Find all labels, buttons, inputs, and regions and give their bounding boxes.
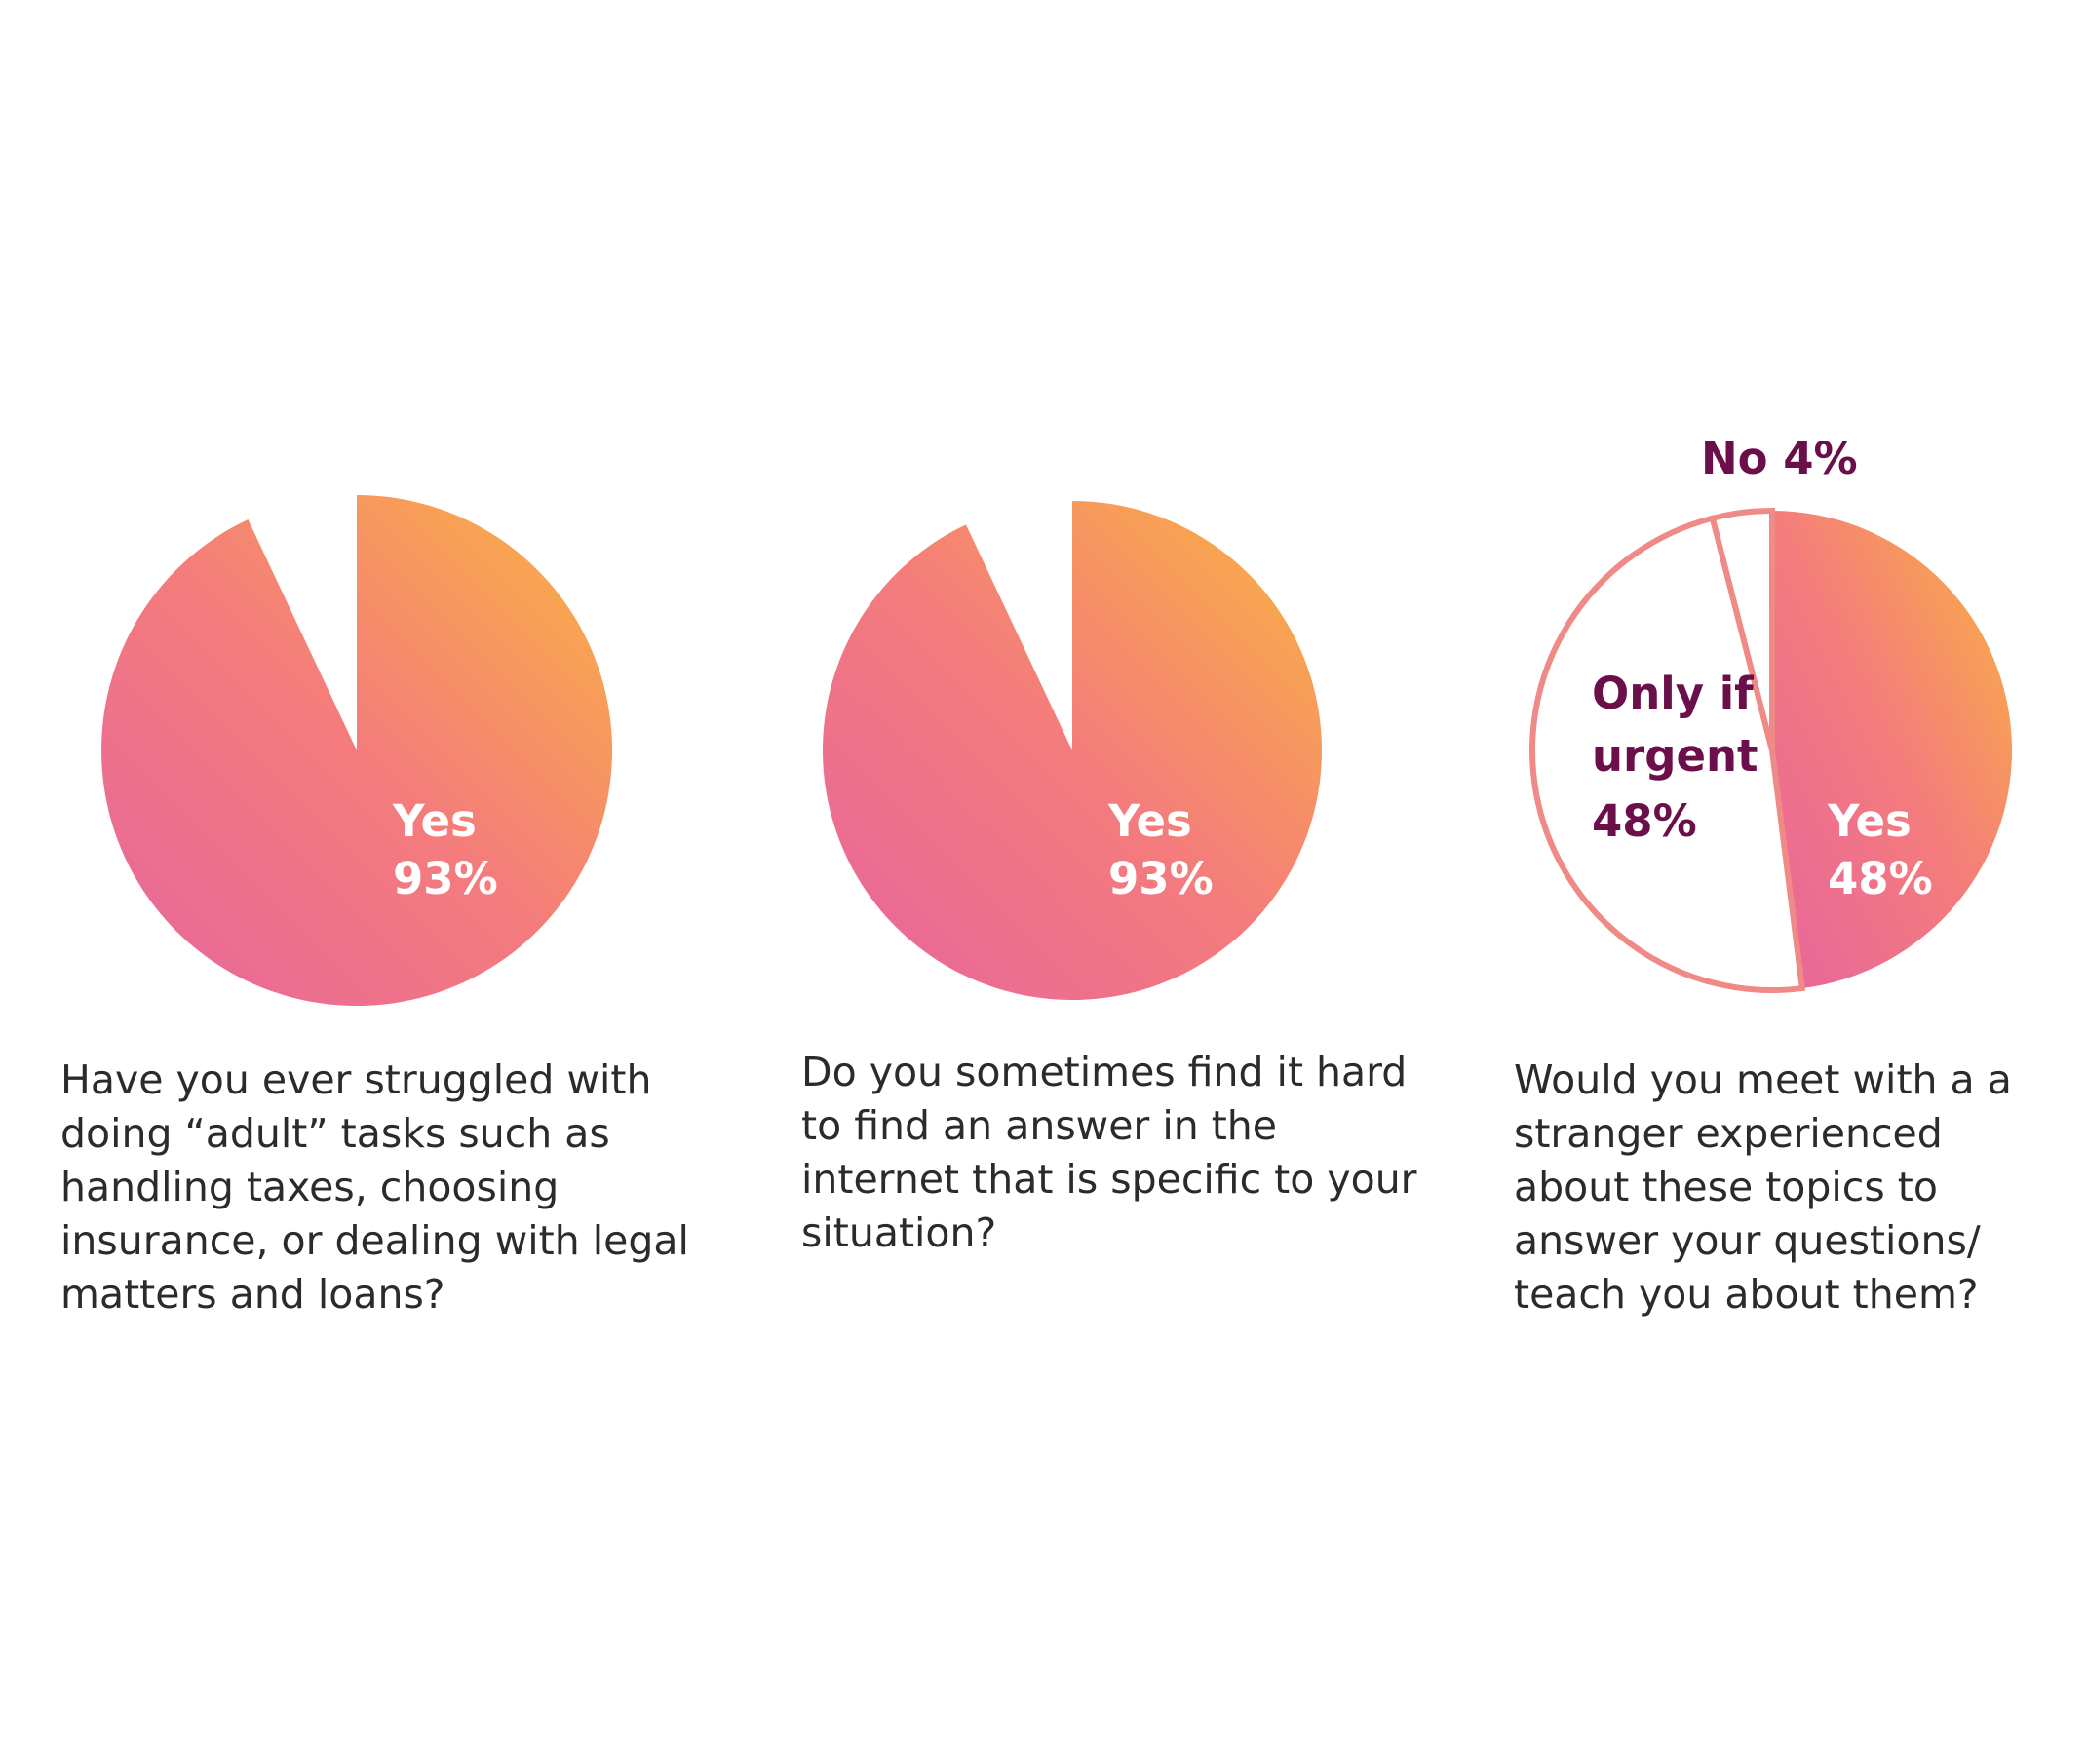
- pie-slice-yes: [822, 501, 1322, 1001]
- slice-value-yes: 48%: [1828, 853, 1933, 904]
- slice-label-yes: Yes: [1827, 795, 1912, 847]
- slice-label-yes: Yes: [1107, 795, 1192, 847]
- slice-label-yes: Yes: [392, 795, 477, 847]
- pie-slice-only-if-urgent: [1529, 515, 1806, 993]
- slice-value-yes: 93%: [393, 853, 498, 904]
- pie-slice-no: [1709, 507, 1775, 751]
- pie-chart-internet-answer: Yes 93%: [822, 501, 1322, 1001]
- pie-slice-yes: [101, 495, 613, 1006]
- slice-label-only-if-urgent-line1: Only if: [1592, 668, 1754, 719]
- slice-label-no: No 4%: [1701, 433, 1858, 484]
- pie-chart-meet-stranger: Yes 48% Only if urgent 48% No 4%: [1529, 433, 2012, 993]
- question-meet-stranger: Would you meet with a a stranger experie…: [1514, 1056, 2012, 1318]
- pie-slice-yes: [1772, 511, 2012, 989]
- slice-value-yes: 93%: [1108, 853, 1214, 904]
- question-internet-answer: Do you sometimes find it hard to find an…: [801, 1049, 1417, 1256]
- question-adult-tasks: Have you ever struggled with doing “adul…: [60, 1056, 689, 1318]
- slice-label-only-if-urgent-line2: urgent: [1592, 730, 1758, 782]
- pie-chart-adult-tasks: Yes 93%: [101, 495, 613, 1006]
- slice-value-only-if-urgent: 48%: [1592, 795, 1697, 847]
